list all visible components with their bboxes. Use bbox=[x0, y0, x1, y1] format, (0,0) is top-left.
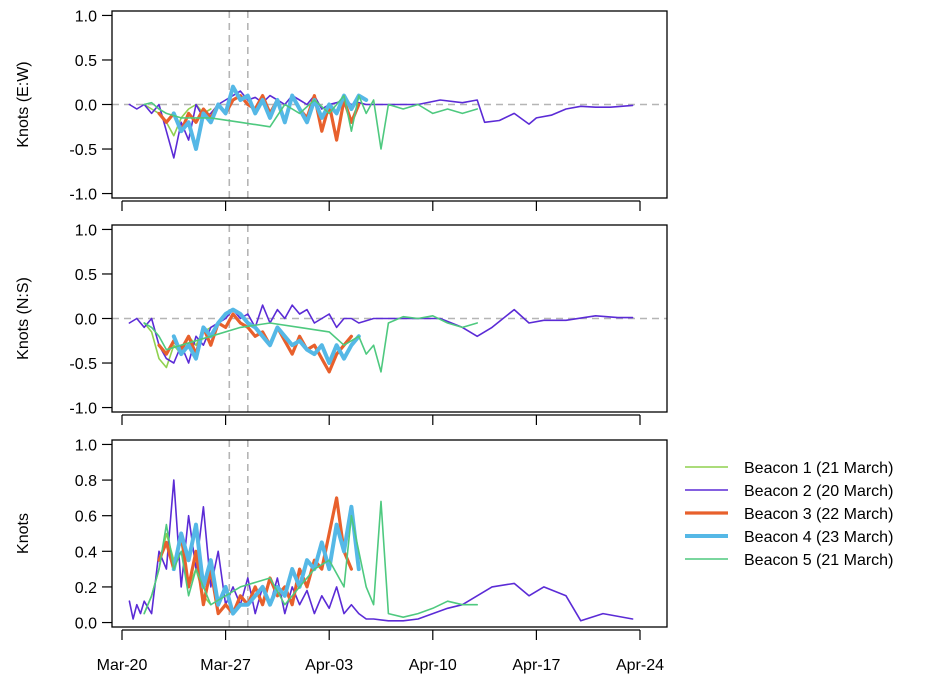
speed-y-tick-label: 0.8 bbox=[75, 473, 97, 490]
x-tick-label: Mar-27 bbox=[200, 657, 251, 674]
speed-plot-frame bbox=[111, 439, 668, 628]
x-tick-label: Apr-03 bbox=[305, 657, 353, 674]
ns-series-group bbox=[128, 304, 634, 374]
speed-y-tick-label: 0.4 bbox=[75, 544, 97, 561]
ew-y-tick-label: -0.5 bbox=[69, 142, 97, 159]
ns-series-line-4 bbox=[171, 307, 361, 365]
ns-y-tick-label: -0.5 bbox=[69, 356, 97, 373]
speed-y-tick-label: 0.6 bbox=[75, 509, 97, 526]
speed-y-tick-label: 0.0 bbox=[75, 616, 97, 633]
speed-series-line-5 bbox=[143, 500, 479, 619]
legend-label-2: Beacon 2 (20 March) bbox=[744, 483, 893, 500]
speed-y-tick-label: 0.2 bbox=[75, 580, 97, 597]
ew-series-group bbox=[128, 84, 634, 159]
x-tick-label: Mar-20 bbox=[97, 657, 148, 674]
ew-y-tick-label: -1.0 bbox=[69, 187, 97, 204]
x-tick-label: Apr-17 bbox=[512, 657, 560, 674]
x-tick-label: Apr-24 bbox=[616, 657, 664, 674]
ns-y-tick-label: 1.0 bbox=[75, 222, 97, 239]
ew-y-tick-label: 0.5 bbox=[75, 53, 97, 70]
legend-label-5: Beacon 5 (21 March) bbox=[744, 552, 893, 569]
speed-y-axis-title: Knots bbox=[15, 513, 32, 554]
ew-series-line-4 bbox=[171, 84, 369, 151]
legend-label-3: Beacon 3 (22 March) bbox=[744, 506, 893, 523]
ew-y-tick-label: 1.0 bbox=[75, 8, 97, 25]
ns-y-axis-title: Knots (N:S) bbox=[15, 277, 32, 360]
ew-series-line-5 bbox=[143, 94, 479, 150]
ew-y-tick-label: 0.0 bbox=[75, 98, 97, 115]
ns-y-tick-label: -1.0 bbox=[69, 401, 97, 418]
ew-y-axis-title: Knots (E:W) bbox=[15, 61, 32, 147]
legend-label-4: Beacon 4 (23 March) bbox=[744, 529, 893, 546]
speed-series-group bbox=[128, 479, 634, 622]
ns-y-tick-label: 0.5 bbox=[75, 267, 97, 284]
ns-series-line-5 bbox=[143, 314, 479, 373]
ns-y-tick-label: 0.0 bbox=[75, 312, 97, 329]
legend-label-1: Beacon 1 (21 March) bbox=[744, 460, 893, 477]
x-tick-label: Apr-10 bbox=[409, 657, 457, 674]
speed-series-line-4 bbox=[171, 504, 361, 616]
ns-series-line-2 bbox=[128, 304, 634, 364]
speed-series-line-2 bbox=[128, 479, 634, 622]
speed-y-tick-label: 1.0 bbox=[75, 437, 97, 454]
